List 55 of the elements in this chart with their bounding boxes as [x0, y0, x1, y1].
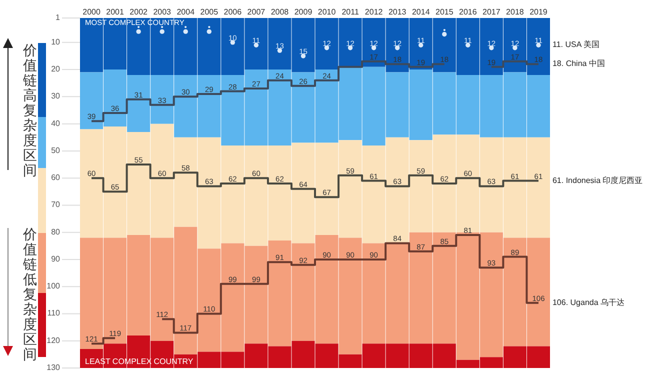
x-tick-label: 2015	[435, 8, 454, 16]
point	[348, 46, 353, 50]
y-tick-label: 90	[51, 254, 61, 264]
text: 价值链高复杂度区间	[23, 42, 37, 178]
point	[136, 29, 141, 34]
point	[418, 42, 424, 48]
x-tick-label: 2002	[130, 8, 148, 16]
point	[371, 46, 376, 50]
y-tick-label: 50	[51, 146, 61, 155]
point	[512, 46, 518, 50]
x-tick-label: 2012	[364, 8, 384, 16]
y-tick-label: 70	[51, 200, 61, 210]
x-tick-label: 2007	[247, 8, 266, 16]
point	[466, 42, 470, 48]
y-tick-label: 130	[46, 363, 61, 372]
x-tick-label: 2001	[106, 8, 124, 16]
x-tick-label: 2003	[153, 8, 172, 16]
y-tick-label: 40	[51, 118, 61, 128]
y-tick-label: 80	[51, 227, 61, 236]
y-tick-label: 10	[51, 37, 61, 46]
y-tick-label: 110	[47, 308, 61, 318]
y-tick-label: 120	[46, 336, 61, 345]
point	[183, 29, 188, 34]
point	[324, 46, 330, 50]
x-tick-label: 2005	[200, 8, 219, 16]
series-label: 106. Uganda 乌干达	[552, 298, 625, 307]
x-tick-label: 2008	[270, 8, 290, 16]
x-tick-label: 2017	[482, 8, 501, 16]
x-tick-label: 2009	[294, 8, 313, 16]
y-tick-label: 100	[46, 282, 61, 291]
point	[489, 46, 494, 50]
series-label: 18. China 中国	[552, 59, 605, 68]
x-tick-label: 2014	[412, 8, 430, 16]
x-tick-label: 2006	[224, 8, 242, 16]
x-tick-label: 2013	[388, 8, 407, 16]
y-tick-label: 60	[51, 173, 61, 182]
x-tick-label: 2018	[506, 8, 524, 16]
series-label: 61. Indonesia 印度尼西亚	[552, 176, 643, 185]
x-tick-label: 2010	[318, 8, 336, 16]
point	[206, 29, 212, 34]
y-tick-label: 1	[56, 13, 61, 22]
point	[254, 42, 259, 48]
point	[394, 46, 400, 50]
point	[160, 29, 164, 34]
x-tick-label: 2011	[342, 8, 360, 16]
point	[442, 32, 447, 37]
x-tick-label: 2000	[82, 8, 101, 16]
text: 价值链低复杂度区间	[23, 226, 37, 362]
point	[536, 42, 541, 48]
series-label: 11. USA 美国	[552, 40, 600, 50]
x-tick-label: 2004	[176, 8, 196, 16]
x-tick-label: 2016	[459, 8, 478, 16]
y-tick-label: 30	[51, 92, 61, 101]
x-tick-label: 2019	[530, 8, 548, 16]
y-tick-label: 20	[51, 64, 61, 74]
